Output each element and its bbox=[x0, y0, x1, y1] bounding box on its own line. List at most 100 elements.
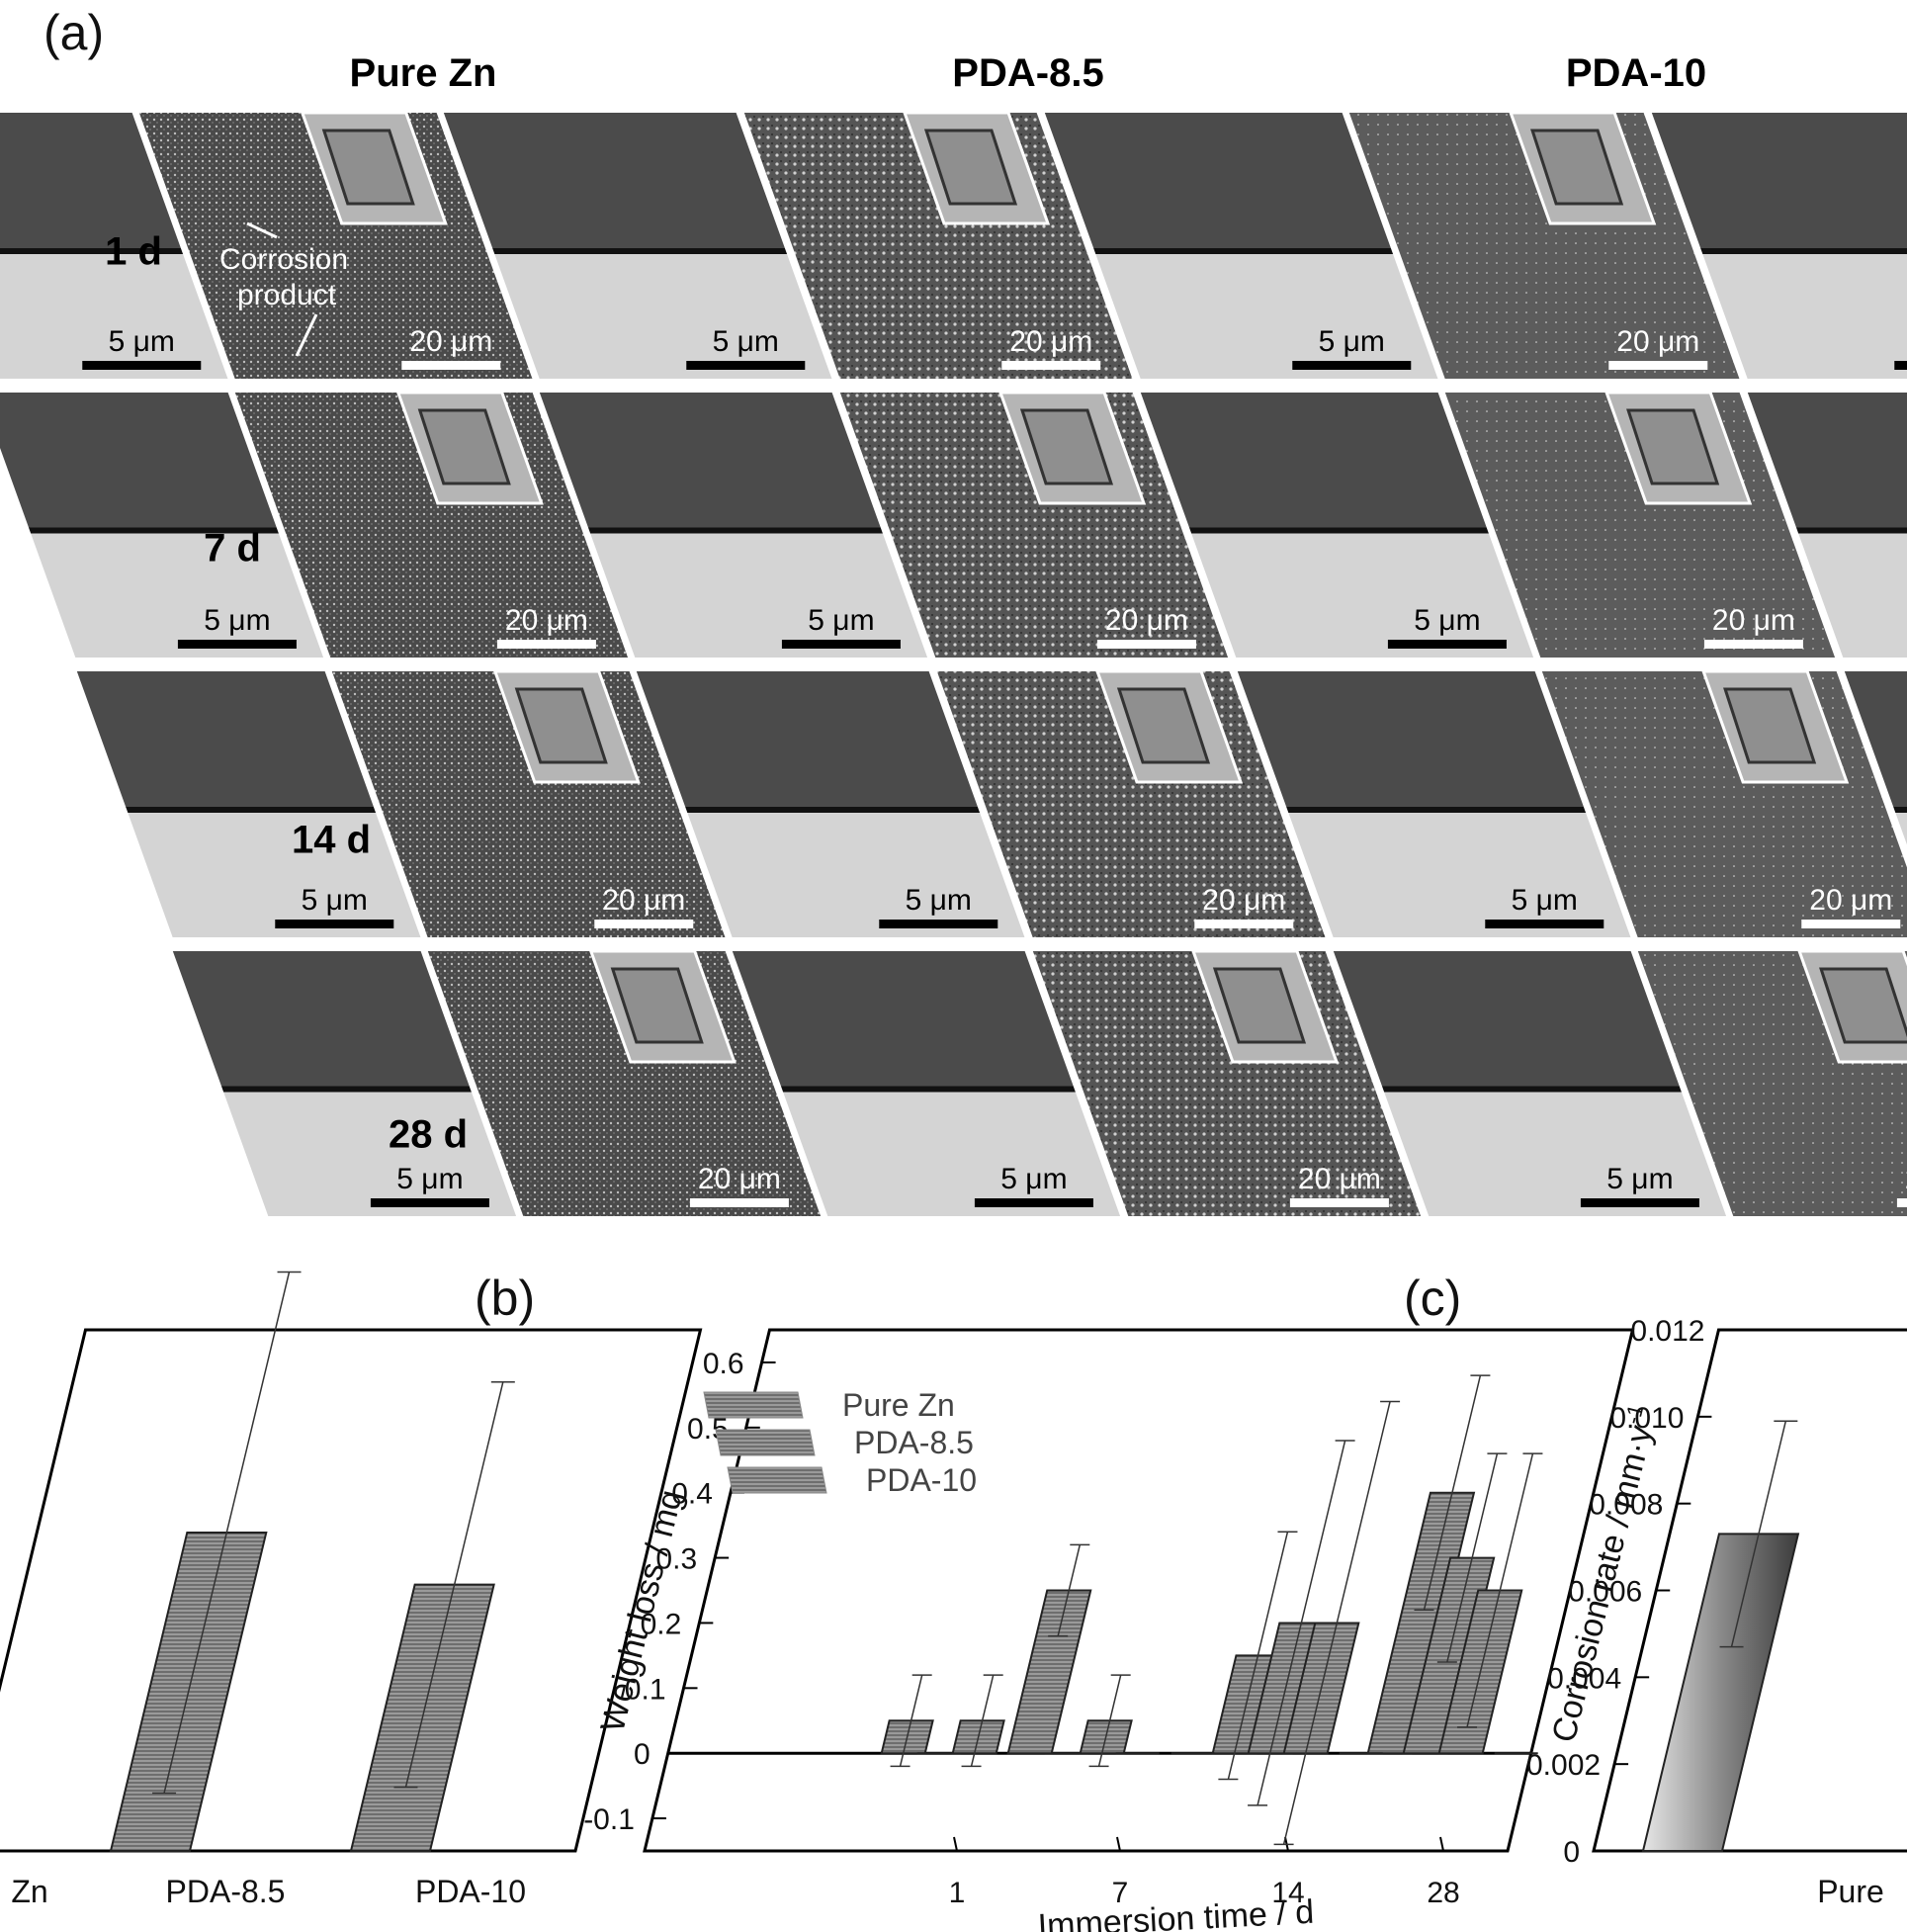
surface-image bbox=[1439, 389, 1841, 661]
surface-image bbox=[1632, 947, 1907, 1220]
scale-bar-label: 20 μm bbox=[698, 1163, 781, 1195]
scale-bar bbox=[1896, 1198, 1907, 1207]
scale-bar bbox=[1194, 920, 1294, 928]
chart-b-frame bbox=[643, 1328, 1635, 1853]
scale-bar-label: 5 μm bbox=[1512, 884, 1578, 917]
scale-bar bbox=[370, 1198, 489, 1207]
scale-bar-label: 20 μm bbox=[1105, 604, 1188, 637]
bar bbox=[1641, 1533, 1800, 1852]
bar-charts: Zn PDA-8.5 PDA-10 -0.100.10.20.30.40.50.6W… bbox=[0, 1271, 1907, 1932]
surface-image bbox=[422, 947, 826, 1220]
x-tick-label: 7 bbox=[1112, 1877, 1129, 1909]
cross-section-image bbox=[0, 389, 329, 661]
y-tick-label: 0 bbox=[634, 1738, 650, 1771]
legend-entry: PDA-8.5 bbox=[854, 1425, 974, 1460]
surface-image bbox=[133, 109, 539, 383]
scale-bar-label: 5 μm bbox=[396, 1163, 463, 1195]
scale-bar-label: 5 μm bbox=[1000, 1163, 1067, 1195]
error-bar bbox=[970, 1674, 995, 1767]
scale-bar-label: 5 μm bbox=[302, 884, 368, 917]
scale-bar bbox=[594, 920, 694, 928]
scale-bar bbox=[1703, 640, 1803, 649]
error-bar bbox=[163, 1272, 291, 1794]
panel-a-label: (a) bbox=[43, 5, 105, 60]
scale-bar-label: 20 μm bbox=[1202, 884, 1285, 917]
legend-swatch bbox=[715, 1429, 816, 1456]
scale-bar bbox=[1580, 1198, 1699, 1207]
scale-bar-label: 5 μm bbox=[808, 604, 874, 637]
surface-image bbox=[229, 389, 634, 661]
error-bar bbox=[404, 1381, 504, 1788]
cross-section-image bbox=[1232, 667, 1637, 941]
y-tick-label: 0.6 bbox=[703, 1348, 744, 1380]
error-bar bbox=[1257, 1440, 1346, 1806]
cross-section-image bbox=[438, 109, 838, 383]
column-title-pda-10: PDA-10 bbox=[1565, 51, 1707, 95]
scale-bar-label: 20 μm bbox=[1712, 604, 1795, 637]
x-tick-label: PDA-8.5 bbox=[166, 1874, 286, 1909]
scale-bar bbox=[879, 920, 998, 928]
column-title-pda-8-5: PDA-8.5 bbox=[952, 51, 1104, 95]
cross-section-image bbox=[1135, 389, 1539, 661]
y-tick-label: -0.1 bbox=[583, 1803, 635, 1836]
scale-bar bbox=[177, 640, 297, 649]
panel-b-label: (b) bbox=[475, 1271, 536, 1326]
cross-section-image bbox=[167, 947, 522, 1220]
legend-entry: PDA-10 bbox=[866, 1462, 977, 1498]
surface-image bbox=[834, 389, 1234, 661]
cross-section-image bbox=[1742, 389, 1907, 661]
x-tick-label: 1 bbox=[949, 1877, 966, 1909]
y-tick-label: 0.010 bbox=[1609, 1402, 1684, 1435]
scale-bar bbox=[82, 361, 202, 370]
scale-bar-label: 5 μm bbox=[204, 604, 270, 637]
y-tick-label: 0.1 bbox=[625, 1673, 666, 1706]
scale-bar bbox=[1608, 361, 1708, 370]
y-tick-label: 0.004 bbox=[1547, 1662, 1621, 1695]
arrow-icon bbox=[295, 313, 318, 357]
cross-section-image bbox=[71, 667, 427, 941]
row-label-28d: 28 d bbox=[388, 1112, 469, 1157]
scale-bar-label: 20 μm bbox=[505, 604, 588, 637]
error-bar bbox=[1097, 1674, 1122, 1767]
surface-image bbox=[326, 667, 732, 941]
error-bar bbox=[1423, 1374, 1482, 1611]
surface-image bbox=[931, 667, 1332, 941]
legend-entry: Pure Zn bbox=[842, 1387, 955, 1423]
cross-section-image bbox=[1646, 109, 1907, 383]
panel-c-label: (c) bbox=[1404, 1271, 1462, 1326]
x-tick-label: 28 bbox=[1427, 1877, 1459, 1909]
y-tick-label: 0.4 bbox=[671, 1478, 713, 1511]
y-tick-label: 0.006 bbox=[1568, 1576, 1642, 1609]
row-label-14d: 14 d bbox=[291, 818, 372, 862]
surface-image bbox=[1027, 947, 1427, 1220]
cross-section-image bbox=[534, 389, 933, 661]
cross-section-image bbox=[0, 109, 234, 383]
scale-bar-label: 20 μm bbox=[1298, 1163, 1381, 1195]
scale-bar-label: 5 μm bbox=[713, 325, 779, 358]
scale-bar bbox=[1387, 640, 1507, 649]
scale-bar bbox=[1801, 920, 1901, 928]
scale-bar-label: 20 μm bbox=[1905, 1163, 1907, 1195]
scale-bar-label: 5 μm bbox=[109, 325, 175, 358]
cross-section-image bbox=[631, 667, 1031, 941]
x-tick-label: PDA-10 bbox=[415, 1874, 526, 1909]
y-tick-label: 0.3 bbox=[655, 1543, 697, 1576]
corrosion-product-annotation: Corrosion product bbox=[219, 243, 348, 311]
arrow-icon bbox=[246, 221, 278, 239]
x-tick-label: Zn bbox=[11, 1874, 47, 1909]
y-tick-label: 0 bbox=[1563, 1836, 1580, 1869]
scale-bar bbox=[496, 640, 596, 649]
scale-bar bbox=[1001, 361, 1101, 370]
x-tick-label: 14 bbox=[1271, 1877, 1304, 1909]
surface-image bbox=[1536, 667, 1907, 941]
scale-bar-label: 20 μm bbox=[409, 325, 492, 358]
cross-section-image bbox=[1328, 947, 1732, 1220]
left-chart-frame bbox=[0, 1328, 703, 1853]
error-bar bbox=[899, 1674, 923, 1767]
y-tick-label: 0.2 bbox=[641, 1608, 682, 1640]
scale-bar bbox=[781, 640, 901, 649]
error-bar bbox=[1227, 1532, 1289, 1780]
scale-bar-label: 5 μm bbox=[1319, 325, 1385, 358]
error-bar bbox=[1057, 1544, 1082, 1636]
